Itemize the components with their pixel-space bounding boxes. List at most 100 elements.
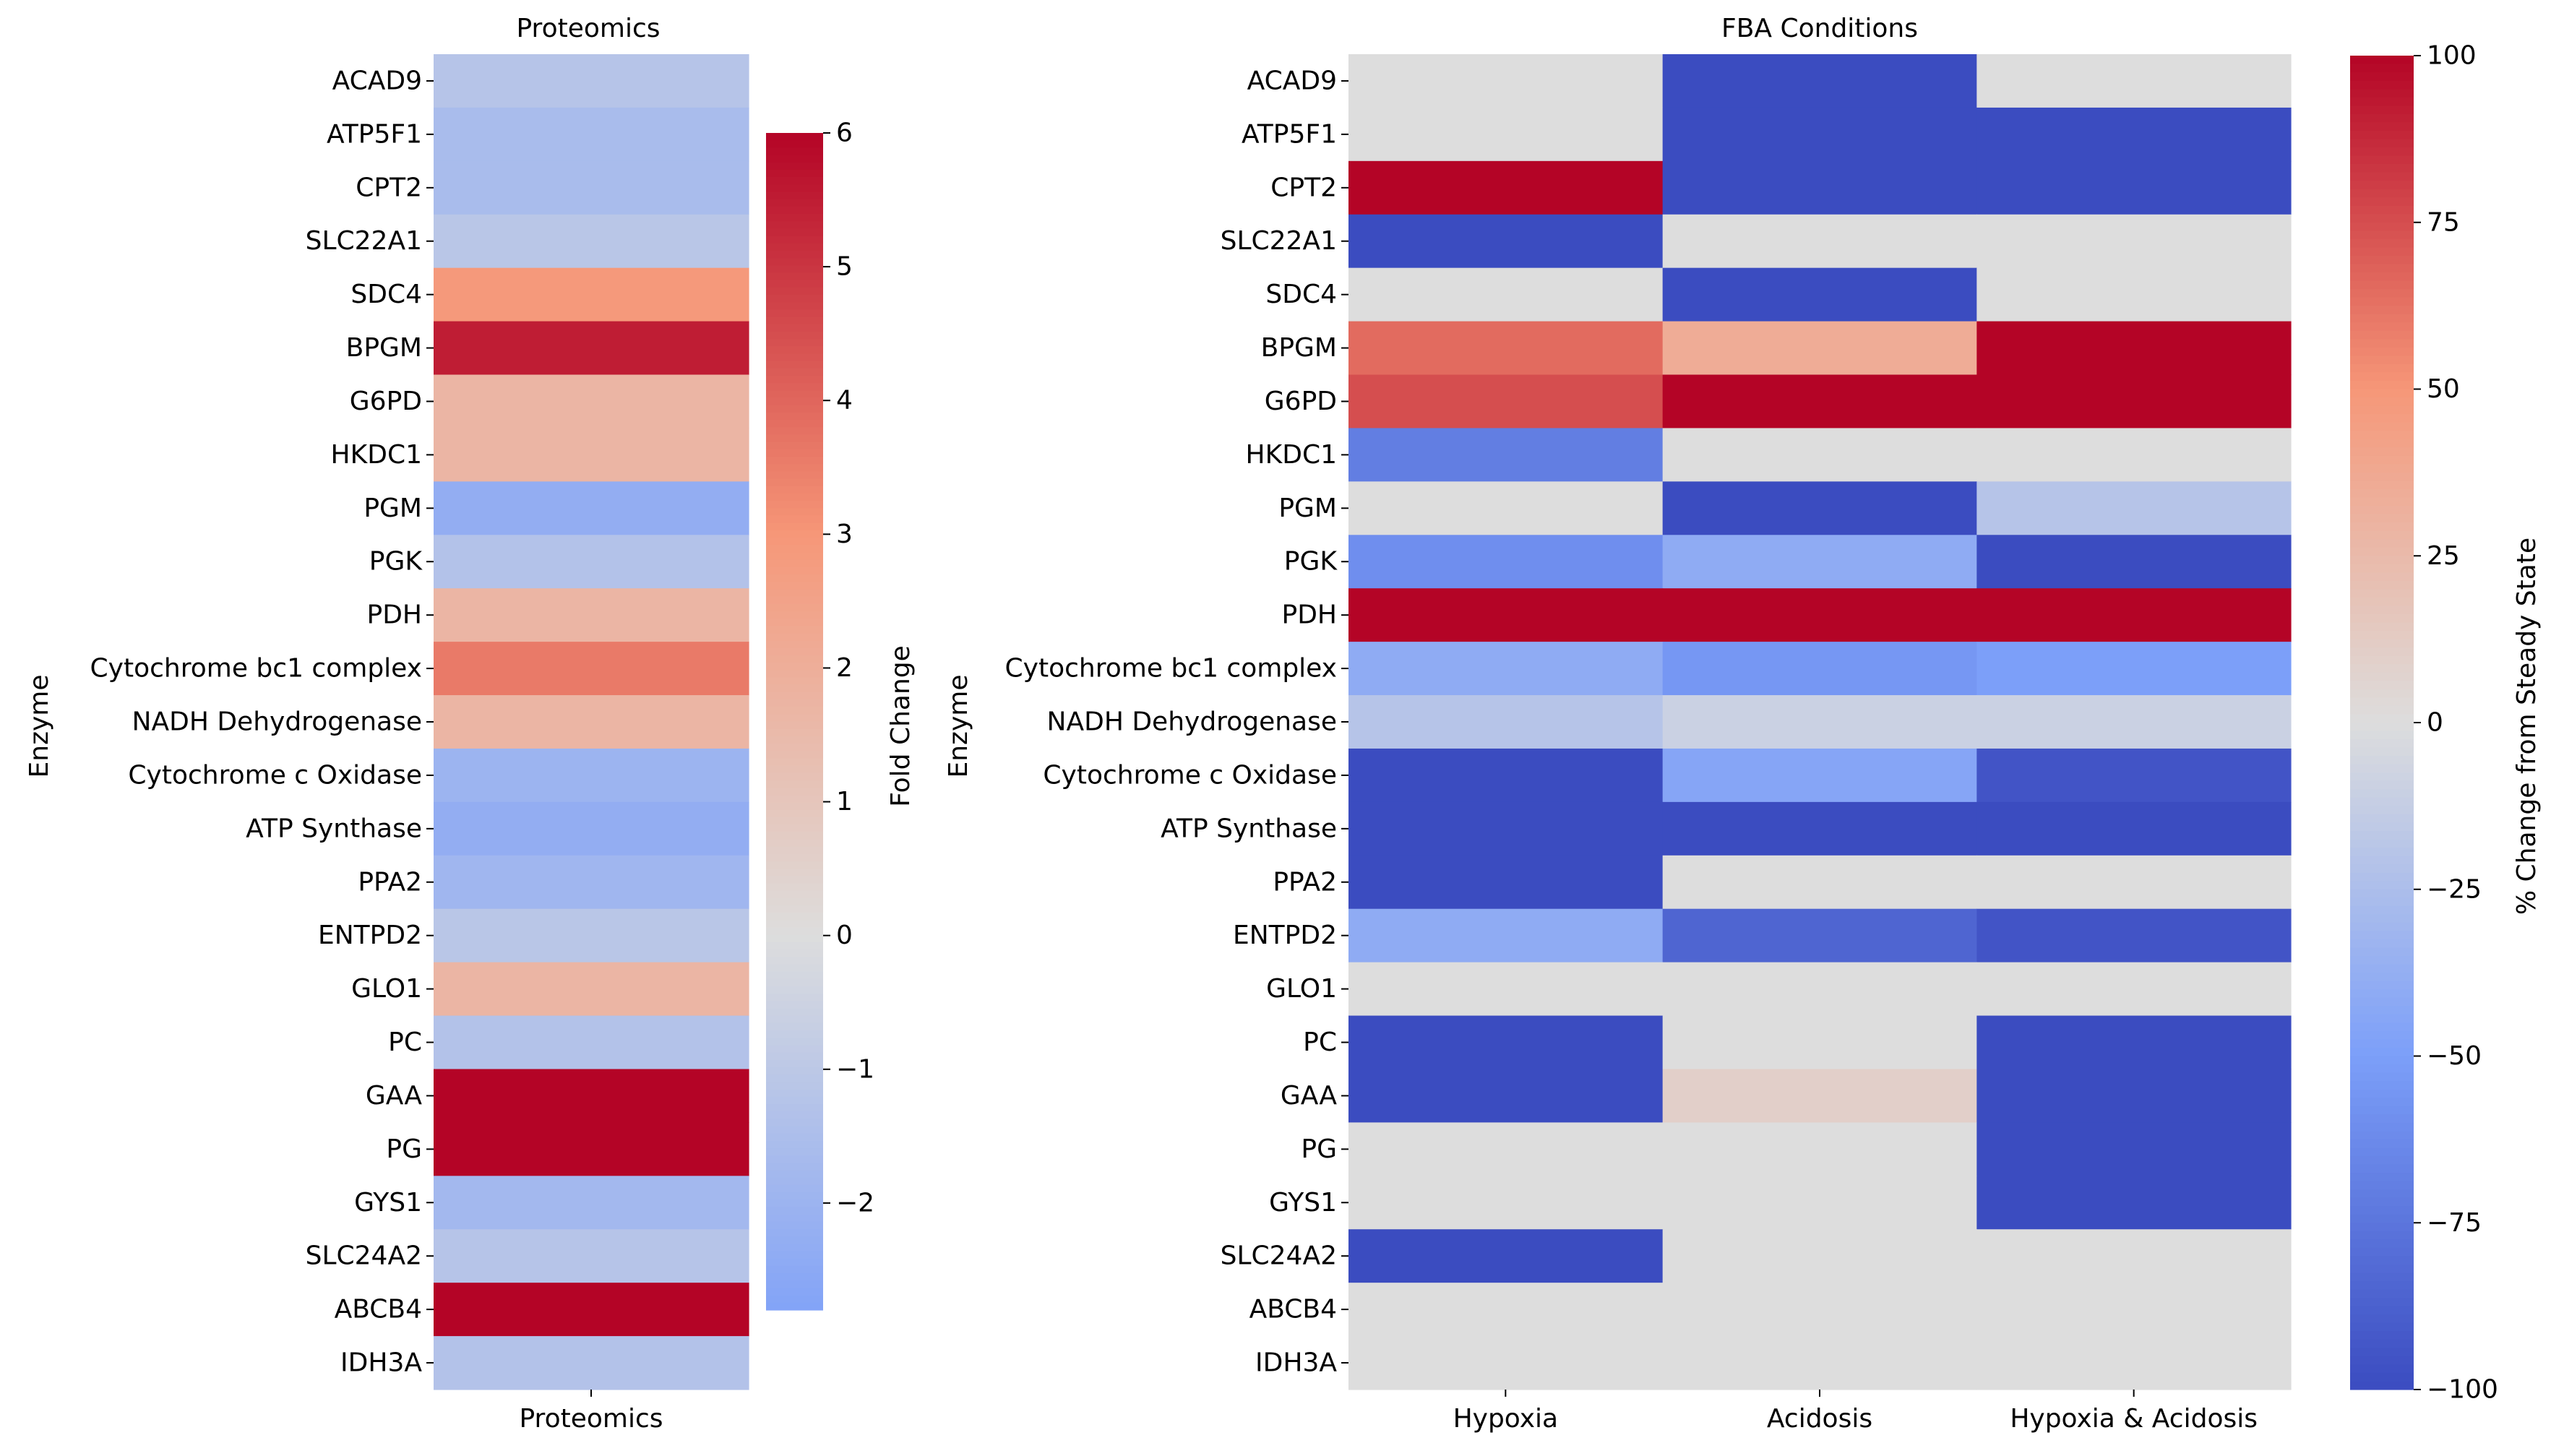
- colorbar-segment: [766, 1119, 823, 1127]
- heatmap-cell-proteomics-21-0: [434, 1176, 749, 1230]
- heatmap-cell-fba-15-1: [1662, 855, 1977, 910]
- colorbar-segment: [766, 390, 823, 399]
- heatmap-cell-fba-13-0: [1348, 748, 1664, 803]
- colorbar-segment: [2350, 564, 2414, 573]
- colorbar-segment: [766, 559, 823, 568]
- colorbar-segment: [2350, 172, 2414, 181]
- colorbar-segment: [2350, 606, 2414, 615]
- colorbar-segment: [766, 1236, 823, 1244]
- row-label-fba-16: ENTPD2: [1233, 921, 1337, 950]
- colorbar-segment: [766, 1030, 823, 1038]
- colorbar-segment: [2350, 56, 2414, 65]
- colorbar-segment: [766, 839, 823, 848]
- colorbar-segment: [2350, 1381, 2414, 1390]
- heatmap-cell-fba-3-2: [1976, 214, 2292, 269]
- row-label-fba-13: Cytochrome c Oxidase: [1043, 760, 1337, 790]
- colorbar-segment: [2350, 622, 2414, 632]
- fba-colorbar-ticks: 100 75 50 25 0 −25 −50 −75 −100: [2414, 41, 2498, 1405]
- colorbar-segment: [766, 986, 823, 994]
- colorbar-segment: [2350, 897, 2414, 907]
- colorbar-segment: [2350, 1223, 2414, 1232]
- colorbar-segment: [766, 913, 823, 921]
- colorbar-segment: [766, 280, 823, 288]
- colorbar-segment: [766, 861, 823, 869]
- heatmap-cell-fba-16-0: [1348, 908, 1664, 963]
- row-label-fba-0: ACAD9: [1247, 66, 1337, 95]
- row-label-fba-1: ATP5F1: [1242, 119, 1337, 149]
- heatmap-cell-fba-10-0: [1348, 588, 1664, 642]
- colorbar-segment: [2350, 1189, 2414, 1199]
- heatmap-cell-fba-22-1: [1662, 1229, 1977, 1283]
- colorbar-segment: [766, 670, 823, 679]
- colorbar-segment: [766, 1148, 823, 1156]
- colorbar-segment: [766, 493, 823, 501]
- colorbar-segment: [2350, 1214, 2414, 1223]
- colorbar-segment: [2350, 481, 2414, 490]
- colorbar-segment: [2350, 356, 2414, 365]
- colorbar-segment: [766, 1295, 823, 1304]
- proteomics-colorbar-label: Fold Change: [886, 645, 916, 807]
- colorbar-segment: [766, 302, 823, 310]
- proteomics-row-labels: ACAD9 ATP5F1 CPT2 SLC22A1 SDC4 BPGM G6PD HKDC1 P…: [90, 66, 434, 1378]
- row-label-proteomics-15: PPA2: [358, 867, 422, 897]
- heatmap-cell-proteomics-11-0: [434, 642, 749, 696]
- colorbar-segment: [2350, 1064, 2414, 1074]
- col-label-fba-0: Hypoxia: [1453, 1404, 1559, 1434]
- colorbar-segment: [2350, 1147, 2414, 1157]
- colorbar-segment: [2350, 306, 2414, 315]
- proteomics-colorbar-ticks: 6 5 4 3 2 1 0 −1 −2: [823, 119, 874, 1218]
- colorbar-segment: [766, 375, 823, 384]
- colorbar-segment: [766, 1199, 823, 1208]
- colorbar-segment: [766, 780, 823, 788]
- fba-heatmap: FBA Conditions Enzyme ACAD9 ATP5F1 CPT2 SLC…: [944, 14, 2292, 1434]
- colorbar-segment: [766, 677, 823, 686]
- colorbar-segment: [766, 1207, 823, 1215]
- colorbar-segment: [2350, 231, 2414, 240]
- colorbar-segment: [766, 162, 823, 171]
- colorbar-segment: [766, 626, 823, 634]
- colorbar-segment: [2350, 1289, 2414, 1298]
- colorbar-segment: [766, 221, 823, 229]
- row-label-fba-18: PC: [1303, 1028, 1337, 1057]
- heatmap-cell-fba-13-1: [1662, 748, 1977, 803]
- colorbar-segment: [2350, 1089, 2414, 1098]
- colorbar-segment: [2350, 1122, 2414, 1132]
- colorbar-segment: [766, 1280, 823, 1289]
- heatmap-cell-fba-22-0: [1348, 1229, 1664, 1283]
- colorbar-segment: [2350, 697, 2414, 707]
- colorbar-segment: [766, 206, 823, 215]
- colorbar-tick-label-proteomics-7: −1: [836, 1054, 874, 1084]
- row-label-proteomics-3: SLC22A1: [306, 226, 422, 256]
- colorbar-segment: [766, 1258, 823, 1267]
- colorbar-segment: [2350, 1139, 2414, 1149]
- colorbar-segment: [766, 471, 823, 480]
- heatmap-cell-proteomics-20-0: [434, 1122, 749, 1176]
- colorbar-segment: [2350, 439, 2414, 448]
- row-label-proteomics-2: CPT2: [356, 173, 422, 202]
- colorbar-segment: [766, 1302, 823, 1311]
- colorbar-segment: [766, 1074, 823, 1082]
- colorbar-tick-label-fba-2: 50: [2427, 374, 2460, 404]
- heatmap-cell-proteomics-2-0: [434, 160, 749, 215]
- colorbar-segment: [766, 133, 823, 141]
- colorbar-segment: [766, 1214, 823, 1223]
- heatmap-cell-fba-23-0: [1348, 1283, 1664, 1337]
- fba-title: FBA Conditions: [1721, 14, 1918, 43]
- fba-column-labels: Hypoxia Acidosis Hypoxia & Acidosis: [1453, 1390, 2258, 1434]
- proteomics-colorbar-gradient: [766, 133, 823, 1311]
- heatmap-cell-fba-15-0: [1348, 855, 1664, 910]
- colorbar-segment: [2350, 280, 2414, 290]
- heatmap-cell-fba-1-1: [1662, 107, 1977, 162]
- colorbar-segment: [2350, 639, 2414, 648]
- colorbar-segment: [766, 707, 823, 715]
- colorbar-segment: [2350, 147, 2414, 157]
- colorbar-segment: [2350, 1173, 2414, 1182]
- colorbar-segment: [2350, 105, 2414, 115]
- heatmap-cell-fba-22-2: [1976, 1229, 2292, 1283]
- colorbar-segment: [766, 199, 823, 207]
- colorbar-segment: [766, 1008, 823, 1017]
- colorbar-segment: [2350, 1239, 2414, 1249]
- colorbar-segment: [766, 1096, 823, 1105]
- heatmap-cell-proteomics-13-0: [434, 748, 749, 803]
- colorbar-segment: [766, 1111, 823, 1119]
